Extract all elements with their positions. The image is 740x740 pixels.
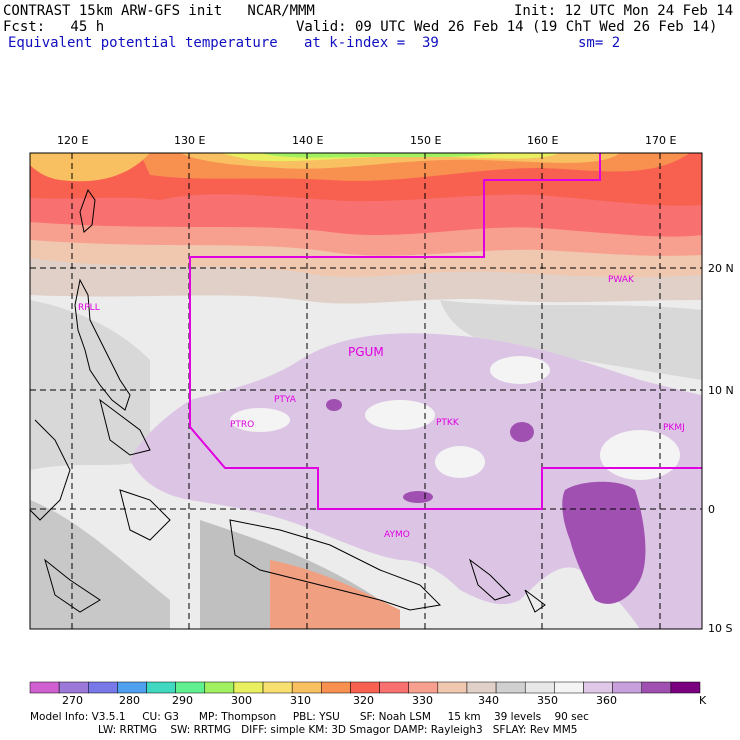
colorbar-swatch bbox=[350, 681, 380, 694]
colorbar-swatch bbox=[29, 681, 60, 694]
colorbar-swatch bbox=[233, 681, 264, 694]
lon-label: 150 E bbox=[410, 134, 442, 147]
lat-label: 20 N bbox=[708, 262, 734, 275]
lat-label: 10 S bbox=[708, 622, 733, 635]
lat-label: 0 bbox=[708, 503, 715, 516]
colorbar-swatch bbox=[291, 681, 322, 694]
station-labels: RPLL PGUM PTYA PTRO PTKK PKMJ PWAK AYMO bbox=[78, 275, 685, 540]
station-label: PWAK bbox=[608, 275, 635, 285]
station-label: PTYA bbox=[274, 395, 297, 405]
colorbar-swatch bbox=[524, 681, 555, 694]
colorbar-label: 310 bbox=[290, 694, 311, 707]
colorbar bbox=[29, 681, 701, 694]
colorbar-swatch bbox=[554, 681, 584, 694]
colorbar-swatch bbox=[146, 681, 176, 694]
colorbar-label: 290 bbox=[172, 694, 193, 707]
colorbar-swatch bbox=[58, 681, 89, 694]
model-title: CONTRAST 15km ARW-GFS init NCAR/MMM bbox=[3, 3, 315, 19]
init-time: Init: 12 UTC Mon 24 Feb 14 bbox=[514, 3, 734, 19]
colorbar-unit: K bbox=[699, 694, 707, 707]
station-label: PGUM bbox=[348, 345, 384, 359]
lon-label: 160 E bbox=[527, 134, 559, 147]
lat-label: 10 N bbox=[708, 384, 734, 397]
valid-time: Valid: 09 UTC Wed 26 Feb 14 (19 ChT Wed … bbox=[296, 19, 718, 35]
colorbar-swatch bbox=[641, 681, 672, 694]
field-shading bbox=[30, 153, 702, 629]
colorbar-label: 270 bbox=[62, 694, 83, 707]
station-label: PTKK bbox=[436, 418, 460, 428]
colorbar-label: 280 bbox=[119, 694, 140, 707]
colorbar-swatch bbox=[321, 681, 351, 694]
colorbar-swatch bbox=[408, 681, 439, 694]
forecast-hour: Fcst: 45 h bbox=[3, 19, 105, 35]
colorbar-label: 360 bbox=[596, 694, 617, 707]
colorbar-swatch bbox=[495, 681, 526, 694]
station-label: PTRO bbox=[230, 420, 254, 430]
colorbar-label: 340 bbox=[478, 694, 499, 707]
station-label: PKMJ bbox=[663, 423, 685, 433]
fir-boundary bbox=[189, 153, 702, 510]
colorbar-label: 320 bbox=[353, 694, 374, 707]
colorbar-swatch bbox=[175, 681, 206, 694]
map-frame bbox=[29, 152, 703, 630]
colorbar-swatch bbox=[88, 681, 118, 694]
colorbar-swatch bbox=[612, 681, 642, 694]
field-name: Equivalent potential temperature bbox=[8, 35, 278, 51]
colorbar-label: 330 bbox=[412, 694, 433, 707]
k-index: at k-index = 39 bbox=[304, 35, 439, 51]
model-info-line1: Model Info: V3.5.1 CU: G3 MP: Thompson P… bbox=[30, 711, 589, 723]
colorbar-swatch bbox=[262, 681, 293, 694]
colorbar-swatch bbox=[117, 681, 147, 694]
lon-label: 170 E bbox=[645, 134, 677, 147]
colorbar-swatch bbox=[437, 681, 468, 694]
colorbar-label: 350 bbox=[537, 694, 558, 707]
lon-label: 120 E bbox=[57, 134, 89, 147]
colorbar-swatch bbox=[379, 681, 409, 694]
colorbar-swatch bbox=[466, 681, 497, 694]
smoothing: sm= 2 bbox=[578, 35, 621, 51]
station-label: AYMO bbox=[384, 530, 410, 540]
colorbar-swatch bbox=[204, 681, 235, 694]
station-label: RPLL bbox=[78, 303, 100, 313]
colorbar-swatch bbox=[583, 681, 613, 694]
model-info-line2: LW: RRTMG SW: RRTMG DIFF: simple KM: 3D … bbox=[98, 724, 578, 736]
lon-label: 140 E bbox=[292, 134, 324, 147]
colorbar-swatch bbox=[670, 681, 701, 694]
colorbar-label: 300 bbox=[231, 694, 252, 707]
lon-label: 130 E bbox=[174, 134, 206, 147]
